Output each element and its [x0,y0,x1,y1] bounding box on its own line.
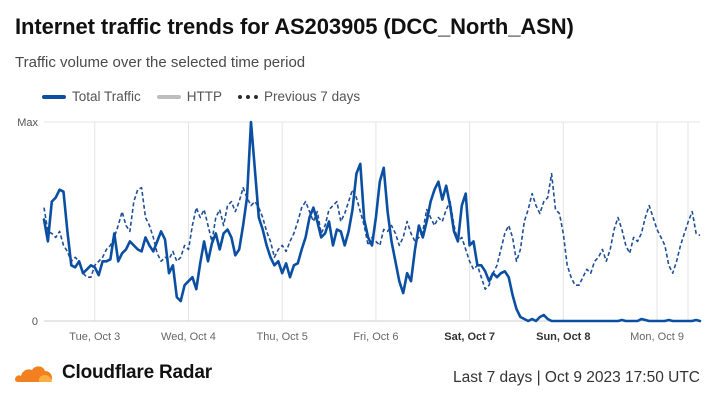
y-tick-label-max: Max [17,117,38,129]
previous-7-days-swatch [238,94,259,99]
legend-label-previous-7-days: Previous 7 days [264,89,361,104]
legend-item-http[interactable]: HTTP [156,89,223,104]
x-tick-label: Sat, Oct 7 [444,331,495,343]
x-tick-label: Sun, Oct 8 [536,331,590,343]
legend-item-previous-7-days[interactable]: Previous 7 days [238,89,360,104]
page-title: Internet traffic trends for AS203905 (DC… [15,14,574,39]
total-traffic-swatch [42,94,66,99]
x-tick-label: Fri, Oct 6 [353,331,398,343]
legend-item-total-traffic[interactable]: Total Traffic [42,89,141,104]
brand-name: Cloudflare Radar [62,362,212,383]
page-subtitle: Traffic volume over the selected time pe… [15,54,306,71]
chart-legend: Total Traffic HTTP Previous 7 days [42,89,360,104]
x-tick-label: Tue, Oct 3 [69,331,120,343]
legend-label-total-traffic: Total Traffic [72,89,141,104]
cloudflare-logo: Cloudflare Radar [14,362,212,384]
series-line-total-traffic [42,120,702,323]
y-tick-label-zero: 0 [32,316,38,328]
time-range-label: Last 7 days | Oct 9 2023 17:50 UTC [453,369,700,386]
x-tick-label: Thu, Oct 5 [257,331,308,343]
cloudflare-cloud-icon [14,366,53,382]
series-line-previous-7-days [43,172,701,290]
x-tick-label: Mon, Oct 9 [630,331,684,343]
x-tick-label: Wed, Oct 4 [161,331,216,343]
http-swatch [156,94,181,99]
legend-label-http: HTTP [186,89,223,104]
